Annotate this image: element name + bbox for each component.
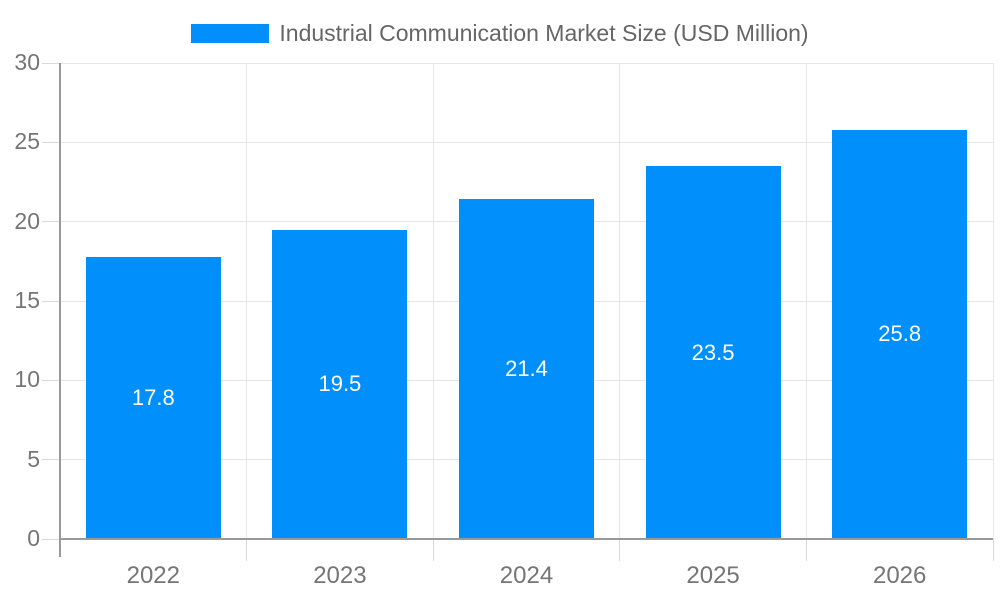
plot-area: 17.8 19.5 21.4 23.5 25.8 xyxy=(42,62,994,561)
y-tick-mark xyxy=(42,300,60,302)
y-tick-mark xyxy=(42,141,60,143)
gridline-vertical xyxy=(432,63,434,539)
y-tick-mark xyxy=(42,459,60,461)
y-axis-tick-label: 10 xyxy=(14,366,40,393)
gridline-vertical xyxy=(992,63,994,539)
bar-2023: 19.5 xyxy=(272,229,408,539)
y-axis-tick-label: 0 xyxy=(27,525,40,551)
gridline-vertical xyxy=(246,63,248,539)
x-axis-tick-label: 2026 xyxy=(872,562,927,589)
x-axis-tick-label: 2024 xyxy=(499,562,554,589)
x-tick-mark xyxy=(246,539,248,561)
x-tick-mark xyxy=(992,539,994,561)
y-axis-tick-label: 25 xyxy=(14,128,40,155)
bar-2024: 21.4 xyxy=(459,199,594,539)
y-tick-mark xyxy=(42,221,60,223)
y-tick-mark xyxy=(42,379,60,381)
bar-value-label: 25.8 xyxy=(878,321,922,347)
x-tick-mark xyxy=(432,539,434,561)
gridline-horizontal xyxy=(60,141,993,143)
legend: Industrial Communication Market Size (US… xyxy=(0,19,1000,47)
x-tick-mark xyxy=(805,539,807,561)
bar-value-label: 19.5 xyxy=(318,371,362,397)
y-axis-tick-label: 15 xyxy=(14,287,40,313)
bar-2022: 17.8 xyxy=(85,256,221,539)
x-tick-mark xyxy=(619,539,621,561)
legend-label: Industrial Communication Market Size (US… xyxy=(279,20,809,46)
bar-value-label: 17.8 xyxy=(131,384,175,410)
gridline-vertical xyxy=(805,63,807,539)
y-axis-tick-label: 5 xyxy=(27,445,40,472)
bar-value-label: 21.4 xyxy=(505,356,548,382)
y-axis-line xyxy=(59,63,61,557)
x-axis-tick-label: 2025 xyxy=(686,562,740,589)
y-tick-mark xyxy=(42,538,60,540)
gridline-vertical xyxy=(619,63,621,539)
bar-value-label: 23.5 xyxy=(691,339,735,365)
legend-swatch-icon xyxy=(191,23,270,43)
y-tick-mark xyxy=(42,62,60,64)
y-axis-tick-label: 20 xyxy=(14,207,40,234)
x-axis-line xyxy=(60,538,993,540)
x-axis-tick-label: 2022 xyxy=(126,562,180,589)
gridline-horizontal xyxy=(60,62,993,64)
y-axis-tick-label: 30 xyxy=(14,49,40,75)
legend-item[interactable]: Industrial Communication Market Size (US… xyxy=(191,19,809,47)
x-axis-tick-label: 2023 xyxy=(313,562,367,589)
bar-2026: 25.8 xyxy=(832,129,968,539)
bar-2025: 23.5 xyxy=(645,166,781,539)
